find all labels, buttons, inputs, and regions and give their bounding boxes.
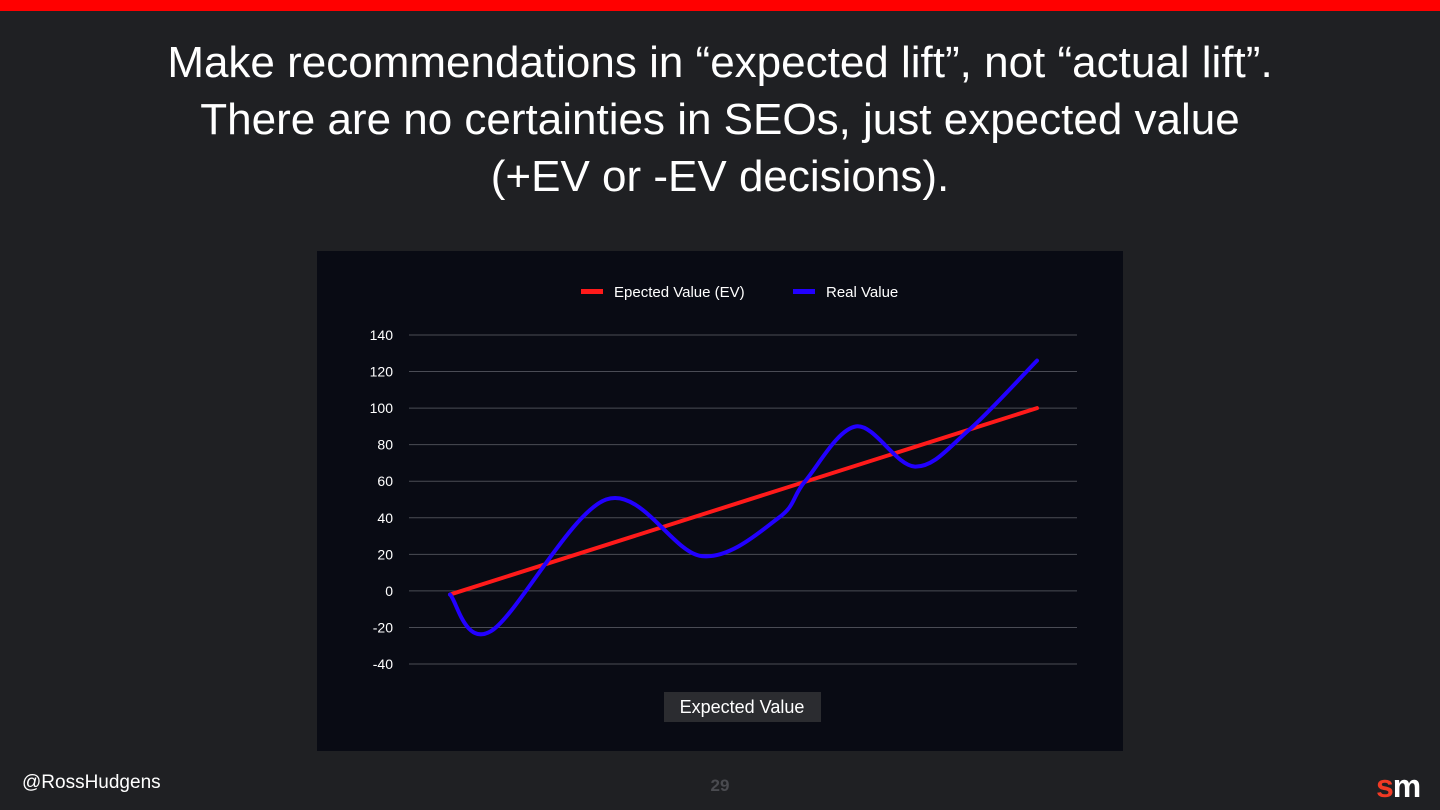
slide-title: Make recommendations in “expected lift”,… xyxy=(0,34,1440,205)
title-line-2: There are no certainties in SEOs, just e… xyxy=(200,95,1240,144)
y-tick-label: -20 xyxy=(373,619,393,635)
chart-svg: 140 120 100 80 60 40 20 0 -20 -40 Epected Value (… xyxy=(370,284,1077,722)
legend: Epected Value (EV) Real Value xyxy=(581,284,898,301)
y-tick-label: 60 xyxy=(377,473,393,489)
y-tick-label: 80 xyxy=(377,437,393,453)
legend-swatch-ev xyxy=(581,289,603,294)
page-number: 29 xyxy=(710,776,730,795)
title-line-1: Make recommendations in “expected lift”,… xyxy=(167,38,1273,87)
y-tick-label: -40 xyxy=(373,656,393,672)
y-tick-label: 140 xyxy=(370,327,394,343)
line-chart: 140 120 100 80 60 40 20 0 -20 -40 Epected Value (… xyxy=(317,251,1123,751)
brand-logo: sm xyxy=(1376,768,1421,805)
y-tick-label: 0 xyxy=(385,583,393,599)
x-axis-label-bg xyxy=(664,692,821,722)
title-line-3: (+EV or -EV decisions). xyxy=(490,152,950,201)
logo-s: s xyxy=(1376,768,1394,804)
logo-m: m xyxy=(1392,768,1421,804)
legend-swatch-real xyxy=(793,289,815,294)
top-accent-bar xyxy=(0,0,1440,11)
y-tick-label: 120 xyxy=(370,364,394,380)
y-tick-label: 20 xyxy=(377,546,393,562)
y-tick-label: 100 xyxy=(370,400,394,416)
y-tick-label: 40 xyxy=(377,510,393,526)
series-line-expected-value xyxy=(448,406,1039,597)
legend-label-real: Real Value xyxy=(826,284,898,301)
series-line-real-value xyxy=(448,358,1039,637)
legend-label-ev: Epected Value (EV) xyxy=(614,284,745,301)
x-axis-label: Expected Value xyxy=(680,697,805,717)
author-handle: @RossHudgens xyxy=(22,772,161,793)
